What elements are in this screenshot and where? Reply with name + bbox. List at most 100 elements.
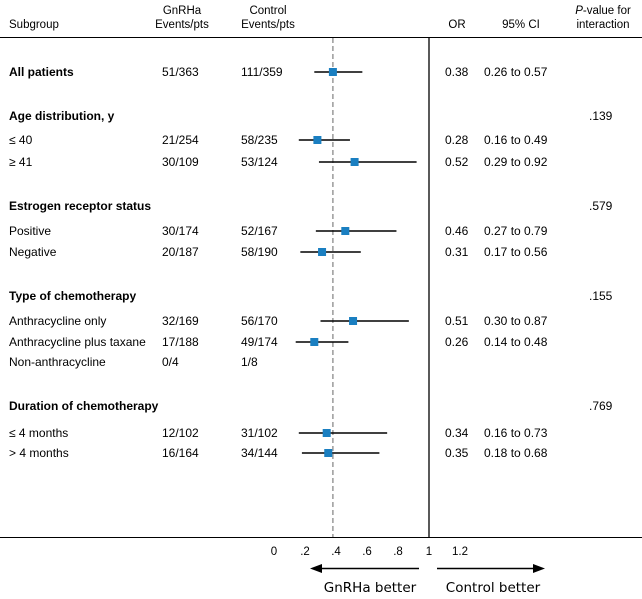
estimate-marker xyxy=(322,429,331,437)
header-pvalue-line1: P-value for xyxy=(575,5,631,17)
header-subgroup: Subgroup xyxy=(9,19,59,31)
x-tick-label: .2 xyxy=(300,546,310,558)
gnrha-events: 0/4 xyxy=(162,355,179,369)
x-tick-label: 1 xyxy=(426,546,432,558)
subgroup-label: ≤ 4 months xyxy=(9,426,68,440)
subgroup-label: ≥ 41 xyxy=(9,155,33,169)
section-label: Estrogen receptor status xyxy=(9,199,151,213)
header-gnrha-line2: Events/pts xyxy=(155,19,209,31)
confidence-interval: 0.27 to 0.79 xyxy=(484,224,548,238)
x-tick-label: 1.2 xyxy=(452,546,468,558)
gnrha-events: 30/109 xyxy=(162,155,199,169)
direction-right-label: Control better xyxy=(446,580,541,596)
header-ci: 95% CI xyxy=(502,19,540,31)
confidence-interval: 0.14 to 0.48 xyxy=(484,335,548,349)
table-row: > 4 months 16/164 34/144 0.35 0.18 to 0.68 xyxy=(9,446,548,460)
control-events: 56/170 xyxy=(241,314,278,328)
gnrha-events: 16/164 xyxy=(162,446,199,460)
header-pvalue-italic: P xyxy=(575,5,583,17)
confidence-interval: 0.29 to 0.92 xyxy=(484,155,548,169)
header-gnrha-line1: GnRHa xyxy=(163,5,202,17)
gnrha-events: 51/363 xyxy=(162,65,199,79)
section-label: Type of chemotherapy xyxy=(9,289,136,303)
section-row: Type of chemotherapy .155 xyxy=(9,289,613,303)
odds-ratio: 0.35 xyxy=(445,446,469,460)
control-events: 31/102 xyxy=(241,426,278,440)
x-tick-label: .4 xyxy=(331,546,341,558)
rows-layer: All patients 51/363 111/359 0.38 0.26 to 0.5… xyxy=(9,65,613,460)
gnrha-events: 20/187 xyxy=(162,245,199,259)
interaction-pvalue: .769 xyxy=(589,399,613,413)
confidence-interval: 0.16 to 0.73 xyxy=(484,426,548,440)
subgroup-label: Anthracycline only xyxy=(9,314,106,328)
estimate-marker xyxy=(324,449,333,457)
confidence-interval: 0.26 to 0.57 xyxy=(484,65,548,79)
control-events: 52/167 xyxy=(241,224,278,238)
interaction-pvalue: .579 xyxy=(589,199,613,213)
table-row: Non-anthracycline 0/4 1/8 xyxy=(9,355,258,369)
interaction-pvalue: .155 xyxy=(589,289,613,303)
estimate-marker xyxy=(349,317,358,325)
subgroup-label: Non-anthracycline xyxy=(9,355,106,369)
estimate-marker xyxy=(310,338,319,346)
subgroup-label: Positive xyxy=(9,224,51,238)
table-row: ≥ 41 30/109 53/124 0.52 0.29 to 0.92 xyxy=(9,155,548,169)
gnrha-events: 17/188 xyxy=(162,335,199,349)
header-or: OR xyxy=(448,19,465,31)
odds-ratio: 0.51 xyxy=(445,314,469,328)
control-events: 49/174 xyxy=(241,335,278,349)
subgroup-label: All patients xyxy=(9,65,74,79)
gnrha-events: 12/102 xyxy=(162,426,199,440)
control-events: 34/144 xyxy=(241,446,278,460)
table-row: All patients 51/363 111/359 0.38 0.26 to 0.5… xyxy=(9,65,548,79)
odds-ratio: 0.46 xyxy=(445,224,469,238)
estimate-marker xyxy=(328,68,337,76)
estimate-marker xyxy=(341,227,350,235)
odds-ratio: 0.26 xyxy=(445,335,469,349)
table-row: Positive 30/174 52/167 0.46 0.27 to 0.79 xyxy=(9,224,548,238)
control-events: 53/124 xyxy=(241,155,278,169)
section-label: Duration of chemotherapy xyxy=(9,399,159,413)
plot-layer xyxy=(332,38,430,537)
confidence-interval: 0.30 to 0.87 xyxy=(484,314,548,328)
odds-ratio: 0.38 xyxy=(445,65,469,79)
header-control-line1: Control xyxy=(249,5,286,17)
arrow-right-head xyxy=(533,564,545,573)
table-row: Negative 20/187 58/190 0.31 0.17 to 0.56 xyxy=(9,245,548,259)
odds-ratio: 0.52 xyxy=(445,155,469,169)
control-events: 1/8 xyxy=(241,355,258,369)
odds-ratio: 0.28 xyxy=(445,133,469,147)
table-row: Anthracycline plus taxane 17/188 49/174 0.2… xyxy=(9,335,548,349)
section-row: Estrogen receptor status .579 xyxy=(9,199,613,213)
arrow-left-head xyxy=(310,564,322,573)
subgroup-label: ≤ 40 xyxy=(9,133,33,147)
confidence-interval: 0.16 to 0.49 xyxy=(484,133,548,147)
table-row: ≤ 40 21/254 58/235 0.28 0.16 to 0.49 xyxy=(9,133,548,147)
header-pvalue-rest: -value for xyxy=(583,5,631,17)
subgroup-label: Negative xyxy=(9,245,57,259)
estimate-marker xyxy=(318,248,327,256)
subgroup-label: Anthracycline plus taxane xyxy=(9,335,146,349)
x-tick-label: .8 xyxy=(393,546,403,558)
section-row: Duration of chemotherapy .769 xyxy=(9,399,613,413)
gnrha-events: 30/174 xyxy=(162,224,199,238)
odds-ratio: 0.31 xyxy=(445,245,469,259)
estimate-marker xyxy=(350,158,359,166)
control-events: 111/359 xyxy=(241,65,283,79)
confidence-interval: 0.18 to 0.68 xyxy=(484,446,548,460)
table-row: ≤ 4 months 12/102 31/102 0.34 0.16 to 0.73 xyxy=(9,426,548,440)
header-control-line2: Events/pts xyxy=(241,19,295,31)
section-row: Age distribution, y .139 xyxy=(9,109,613,123)
control-events: 58/235 xyxy=(241,133,278,147)
x-tick-label: 0 xyxy=(271,546,277,558)
section-label: Age distribution, y xyxy=(9,109,115,123)
gnrha-events: 32/169 xyxy=(162,314,199,328)
odds-ratio: 0.34 xyxy=(445,426,469,440)
axis-layer: 0 .2 .4 .6 .8 1 1.2 xyxy=(271,546,468,558)
confidence-interval: 0.17 to 0.56 xyxy=(484,245,548,259)
x-tick-label: .6 xyxy=(362,546,372,558)
subgroup-label: > 4 months xyxy=(9,446,69,460)
header-pvalue-line2: interaction xyxy=(576,19,629,31)
gnrha-events: 21/254 xyxy=(162,133,199,147)
